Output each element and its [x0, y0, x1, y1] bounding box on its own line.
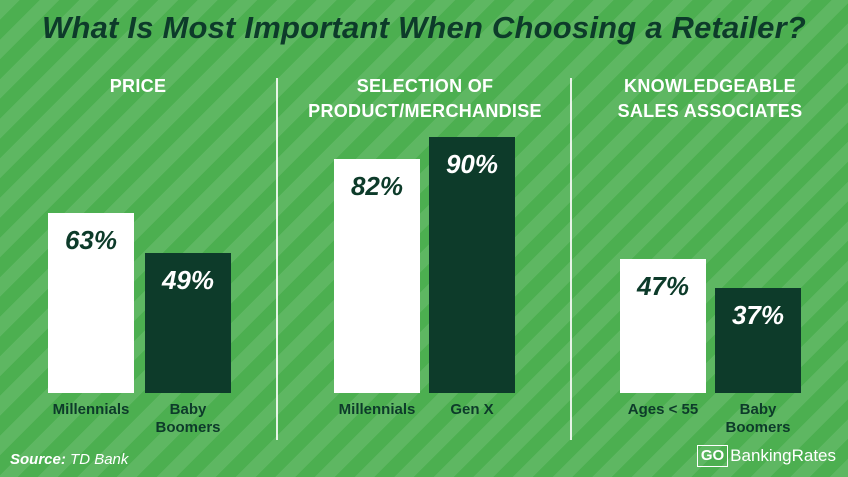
bar-1-0: 82%	[334, 159, 420, 393]
panel-title-selection-line-2: PRODUCT/MERCHANDISE	[308, 101, 542, 121]
category-label: Baby Boomers	[155, 401, 221, 436]
panel-title-price: PRICE	[109, 76, 167, 96]
source-value: TD Bank	[70, 451, 129, 468]
bar-value-label: 82%	[350, 171, 404, 202]
bar-value-label: 47%	[636, 271, 690, 302]
panel-divider	[276, 78, 278, 440]
category-label: Baby Boomers	[725, 401, 791, 436]
panel-title-selection: SELECTION OF PRODUCT/MERCHANDISE	[295, 74, 555, 124]
bar-value-label: 63%	[64, 225, 118, 256]
brand-name: BankingRates	[730, 446, 836, 465]
source-label: Source:	[10, 451, 66, 468]
panel-title-selection-line-1: SELECTION OF	[356, 76, 494, 96]
brand-logo: GO BankingRates	[696, 445, 836, 467]
source-note: Source: TD Bank	[10, 451, 128, 468]
bar-1-1: 90%	[429, 136, 515, 393]
panel-title-knowledgeable-line-2: SALES ASSOCIATES	[617, 101, 803, 121]
bar-2-1: 37%	[715, 287, 801, 393]
bar-value-label: 90%	[445, 148, 499, 179]
panel-title-knowledgeable: KNOWLEDGEABLE SALES ASSOCIATES	[590, 74, 830, 124]
bar-value-label: 37%	[731, 299, 785, 330]
category-label: Ages < 55	[627, 401, 699, 418]
panel-divider	[570, 78, 572, 440]
bar-value-label: 49%	[161, 265, 215, 296]
brand-go: GO	[696, 445, 729, 467]
category-label: Gen X	[450, 401, 494, 418]
bar-0-1: 49%	[145, 253, 231, 393]
bar-0-0: 63%	[48, 213, 134, 393]
bar-2-0: 47%	[620, 259, 706, 393]
category-label: Millennials	[338, 401, 416, 418]
chart-title: What Is Most Important When Choosing a R…	[42, 10, 806, 45]
category-label: Millennials	[52, 401, 130, 418]
panel-title-knowledgeable-line-1: KNOWLEDGEABLE	[624, 76, 796, 96]
